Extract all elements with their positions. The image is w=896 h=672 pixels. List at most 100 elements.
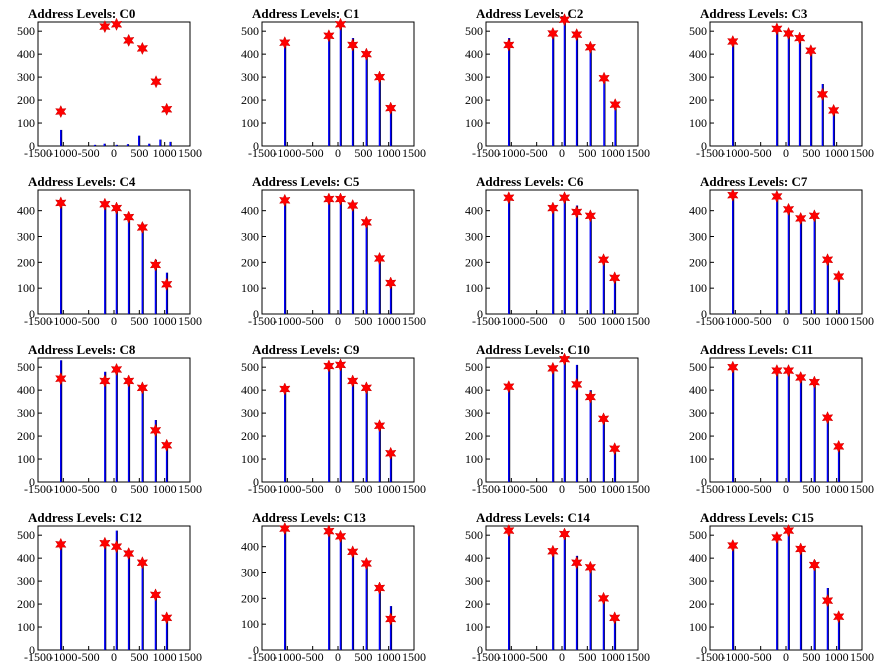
bar — [602, 259, 605, 314]
peak-marker — [808, 375, 821, 389]
x-tick-label: 1500 — [626, 146, 650, 160]
x-tick-label: 0 — [335, 650, 341, 664]
bar — [328, 531, 330, 650]
x-tick-label: 1000 — [601, 650, 625, 664]
x-tick-label: -1000 — [721, 482, 749, 496]
x-tick-label: -1500 — [472, 482, 500, 496]
bar — [787, 205, 790, 314]
chart-title: Address Levels: C11 — [700, 342, 813, 357]
x-tick-label: 500 — [802, 482, 820, 496]
bar — [104, 371, 106, 482]
bar — [613, 447, 616, 482]
x-tick-label: -500 — [78, 482, 100, 496]
x-tick-label: 0 — [783, 314, 789, 328]
peak-marker — [503, 523, 515, 538]
y-tick-label: 100 — [17, 281, 35, 295]
x-tick-label: -1000 — [497, 314, 525, 328]
y-tick-label: 400 — [465, 204, 483, 218]
chart-panel: Address Levels: C6 0 100 200 300 400 -1500 -100… — [448, 168, 672, 336]
bar — [165, 442, 168, 482]
peak-marker — [503, 38, 515, 52]
x-tick-label: 500 — [802, 650, 820, 664]
peak-marker — [160, 438, 173, 452]
bar — [787, 369, 790, 482]
chart-svg: Address Levels: C11 0 100 200 300 400 500 -1500… — [689, 342, 874, 496]
y-tick-label: 300 — [241, 566, 259, 580]
x-tick-label: 0 — [559, 650, 565, 664]
bar — [127, 553, 130, 650]
peak-marker — [597, 412, 610, 426]
peak-marker — [384, 612, 397, 626]
peak-marker — [55, 196, 67, 210]
bar — [365, 54, 368, 146]
bar — [799, 376, 802, 482]
x-tick-label: 500 — [130, 482, 148, 496]
x-tick-label: 1000 — [377, 482, 401, 496]
bar — [508, 38, 510, 146]
y-tick-label: 200 — [17, 429, 35, 443]
bar — [141, 387, 144, 482]
y-tick-label: 100 — [465, 116, 483, 130]
bar — [813, 380, 816, 482]
x-tick-label: 500 — [578, 650, 596, 664]
x-tick-label: -500 — [78, 650, 100, 664]
y-tick-label: 0 — [701, 307, 707, 321]
peak-marker — [570, 28, 583, 42]
y-tick-label: 100 — [689, 452, 707, 466]
y-tick-label: 500 — [241, 360, 259, 374]
x-tick-label: 1500 — [850, 314, 874, 328]
y-tick-label: 200 — [241, 255, 259, 269]
bar — [351, 38, 354, 146]
bar — [138, 135, 140, 146]
bar — [589, 565, 592, 650]
chart-svg: Address Levels: C5 0 100 200 300 400 -1500-100… — [241, 174, 426, 328]
chart-svg: Address Levels: C20100200300400500-1500-… — [465, 6, 650, 160]
peak-marker — [793, 31, 806, 45]
peak-marker — [832, 439, 845, 454]
bar — [613, 617, 616, 650]
bar — [154, 420, 157, 482]
bar — [115, 208, 118, 314]
chart-panel: Address Levels: C10 0 100 200 300 400 500 -1500… — [448, 336, 672, 504]
y-tick-label: 500 — [241, 24, 259, 38]
chart-panel: Address Levels: C0 0 100 200 300 400 500 -1500-… — [0, 0, 224, 168]
chart-title: Address Levels: C12 — [28, 510, 142, 525]
bar — [389, 452, 392, 482]
y-tick-label: 200 — [17, 255, 35, 269]
bar — [127, 380, 130, 482]
x-tick-label: 0 — [111, 146, 117, 160]
bar — [351, 205, 354, 314]
bar — [339, 197, 342, 314]
bar — [284, 42, 286, 146]
y-tick-label: 300 — [17, 574, 35, 588]
x-tick-label: 1000 — [825, 314, 849, 328]
y-tick-label: 200 — [17, 93, 35, 107]
y-tick-label: 100 — [17, 452, 35, 466]
x-tick-label: -1500 — [248, 314, 276, 328]
x-tick-label: -500 — [526, 146, 548, 160]
y-tick-label: 100 — [465, 620, 483, 634]
x-tick-label: -1000 — [49, 314, 77, 328]
bar — [508, 385, 510, 482]
bar — [365, 221, 368, 314]
bar — [115, 530, 118, 650]
x-tick-label: 1500 — [850, 650, 874, 664]
x-tick-label: -1500 — [472, 650, 500, 664]
peak-marker — [360, 556, 373, 571]
bar — [60, 202, 62, 314]
y-tick-label: 300 — [241, 230, 259, 244]
y-tick-label: 500 — [17, 24, 35, 38]
peak-marker — [279, 193, 291, 207]
x-tick-label: -1500 — [24, 314, 52, 328]
x-tick-label: -1500 — [696, 482, 724, 496]
y-tick-label: 100 — [689, 620, 707, 634]
bar — [787, 33, 790, 147]
peak-marker — [136, 41, 149, 56]
y-tick-label: 300 — [17, 406, 35, 420]
peak-marker — [373, 70, 386, 84]
y-tick-label: 400 — [241, 540, 259, 554]
chart-title: Address Levels: C0 — [28, 6, 135, 21]
x-tick-label: -500 — [302, 482, 324, 496]
chart-panel: Address Levels: C14 0 100 200 300 400 500 -1500… — [448, 504, 672, 672]
chart-panel: Address Levels: C4 0 100 200 300 400 -1500 -100… — [0, 168, 224, 336]
